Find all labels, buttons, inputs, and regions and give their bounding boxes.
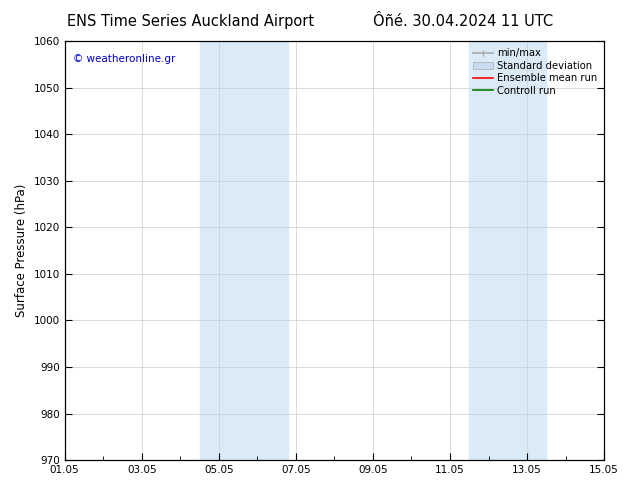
Legend: min/max, Standard deviation, Ensemble mean run, Controll run: min/max, Standard deviation, Ensemble me…: [471, 46, 599, 98]
Text: Ôñé. 30.04.2024 11 UTC: Ôñé. 30.04.2024 11 UTC: [373, 14, 553, 29]
Bar: [200, 41, 288, 460]
Text: © weatheronline.gr: © weatheronline.gr: [73, 53, 175, 64]
Text: ENS Time Series Auckland Airport: ENS Time Series Auckland Airport: [67, 14, 314, 29]
Y-axis label: Surface Pressure (hPa): Surface Pressure (hPa): [15, 184, 28, 318]
Bar: [469, 41, 547, 460]
